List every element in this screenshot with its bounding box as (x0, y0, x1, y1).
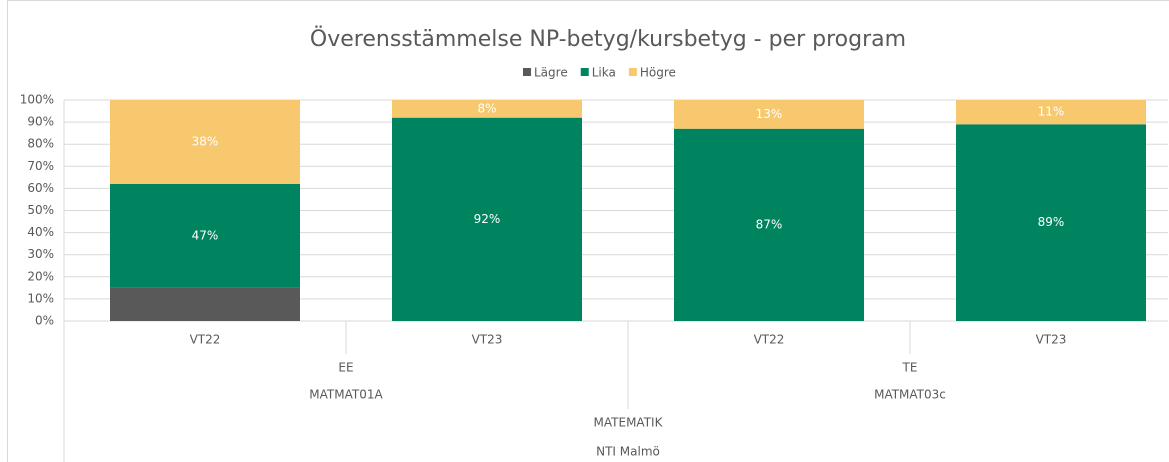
data-label: 8% (477, 101, 496, 115)
y-tick-label: 60% (27, 181, 54, 195)
y-tick-label: 10% (27, 291, 54, 305)
y-tick-label: 30% (27, 247, 54, 261)
category-label: MATMAT01A (309, 388, 383, 402)
category-label: VT22 (754, 333, 785, 347)
bar-segment (110, 287, 300, 321)
y-tick-label: 90% (27, 115, 54, 129)
category-label: MATMAT03c (874, 388, 946, 402)
data-label: 89% (1038, 215, 1065, 229)
category-label: MATEMATIK (594, 416, 664, 430)
data-label: 13% (756, 107, 783, 121)
chart-title: Överensstämmelse NP-betyg/kursbetyg - pe… (310, 26, 906, 52)
bar-segment (674, 100, 864, 129)
y-tick-label: 50% (27, 203, 54, 217)
category-label: EE (338, 361, 353, 375)
data-label: 47% (192, 228, 219, 242)
bar-segment (110, 183, 300, 288)
bar-segment (956, 124, 1146, 321)
data-label: 38% (192, 134, 219, 148)
y-tick-label: 70% (27, 159, 54, 173)
category-label: NTI Malmö (596, 445, 660, 459)
y-tick-label: 100% (20, 93, 54, 107)
bar-segment (110, 100, 300, 184)
data-label: 87% (756, 217, 783, 231)
legend-label: Lika (592, 66, 616, 80)
legend: Lägre Lika Högre (523, 66, 676, 80)
y-tick-label: 20% (27, 269, 54, 283)
data-label: 92% (474, 212, 501, 226)
category-label: VT23 (1036, 333, 1067, 347)
data-label: 11% (1038, 105, 1065, 119)
bar-segment (674, 128, 864, 321)
y-tick-label: 40% (27, 225, 54, 239)
category-label: VT23 (472, 333, 503, 347)
category-label: VT22 (190, 333, 221, 347)
legend-label: Lägre (534, 66, 568, 80)
legend-swatch (628, 68, 637, 76)
legend-swatch (580, 68, 589, 76)
bar-segment (392, 117, 582, 322)
y-tick-label: 0% (35, 314, 54, 328)
legend-swatch (523, 68, 531, 76)
bar-segment (392, 100, 582, 118)
category-label: TE (902, 361, 918, 375)
y-tick-label: 80% (27, 137, 54, 151)
bar-segment (956, 100, 1146, 125)
chart-frame (7, 0, 1169, 462)
legend-label: Högre (640, 66, 676, 80)
